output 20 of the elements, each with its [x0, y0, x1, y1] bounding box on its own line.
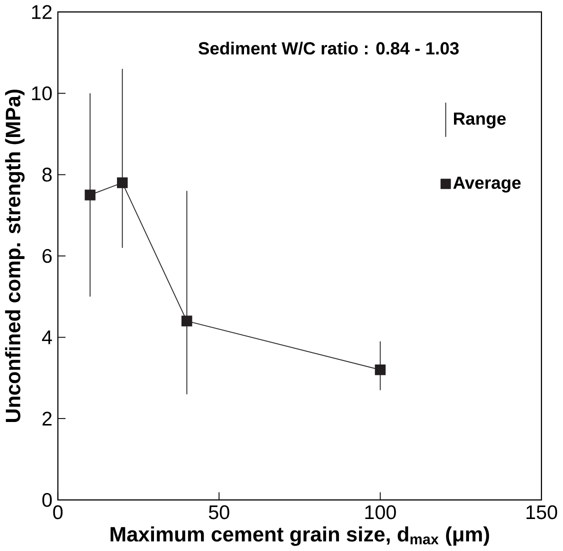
x-tick-label: 50 [208, 505, 230, 520]
annotation: Range [454, 112, 506, 128]
y-tick-label: 0 [42, 493, 52, 507]
annotation: Sediment W/C ratio : 0.84 - 1.03 [198, 42, 459, 55]
y-tick-label: 8 [42, 168, 52, 182]
point [116, 177, 128, 188]
x-tick-label: 0 [53, 505, 63, 520]
x-tick-label: 100 [365, 505, 396, 520]
point [374, 364, 386, 376]
y-tick-label: 12 [32, 5, 52, 19]
y-tick-label: 6 [42, 249, 52, 263]
x-tick-label: 150 [526, 505, 558, 520]
legend-label: Average [453, 176, 521, 192]
point [181, 316, 192, 326]
y-tick-label: 2 [42, 412, 52, 426]
point [84, 190, 96, 200]
y-tick-label: 4 [42, 330, 52, 344]
y-axis-title: Unconfined comp. strength (MPa) [5, 90, 25, 422]
x-axis-title: Maximum cement grain size, d$_{max}$ (μm) [110, 526, 490, 546]
y-tick-label: 10 [32, 86, 52, 100]
